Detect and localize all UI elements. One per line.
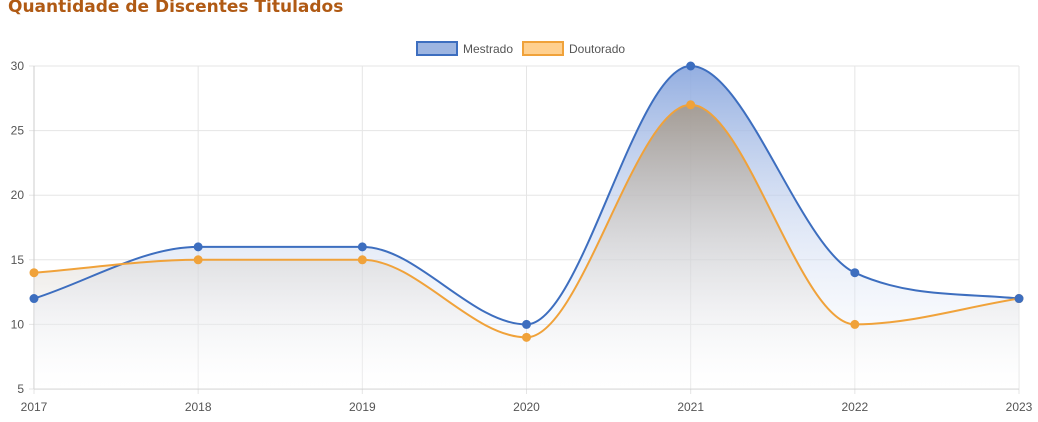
legend-swatch [522,41,564,56]
data-point-doutorado[interactable] [357,255,367,265]
data-point-mestrado[interactable] [1014,294,1024,304]
y-tick-label: 15 [11,253,25,267]
series-lines [33,64,1020,339]
y-tick-label: 10 [11,317,25,331]
x-tick-label: 2021 [677,400,704,414]
legend-label: Mestrado [463,42,513,56]
series-line-mestrado [33,64,1020,326]
series-line-doutorado [33,103,1020,339]
legend-item-mestrado[interactable]: Mestrado [416,41,513,56]
data-points [29,61,1024,342]
data-point-doutorado[interactable] [29,268,39,278]
y-tick-label: 30 [11,59,25,73]
page-title: Quantidade de Discentes Titulados [8,0,344,17]
data-point-mestrado[interactable] [850,268,860,278]
x-tick-label: 2023 [1006,400,1033,414]
series-areas [34,66,1019,389]
y-tick-label: 5 [17,382,24,396]
data-point-doutorado[interactable] [686,100,696,110]
data-point-mestrado[interactable] [522,319,531,329]
legend[interactable]: Mestrado Doutorado [416,41,625,56]
axis-labels: 5 10 15 20 25 30 2017 2018 2019 2020 2021 2022 2023 [11,59,1033,414]
x-tick-label: 2019 [349,400,376,414]
x-tick-label: 2020 [513,400,540,414]
legend-label: Doutorado [569,42,625,56]
x-tick-label: 2017 [21,400,48,414]
data-point-mestrado[interactable] [686,61,696,71]
data-point-doutorado[interactable] [522,332,531,342]
data-point-doutorado[interactable] [193,255,203,265]
y-tick-label: 25 [11,124,25,138]
legend-swatch [416,41,458,56]
data-point-mestrado[interactable] [29,294,39,304]
data-point-mestrado[interactable] [357,242,367,252]
data-point-mestrado[interactable] [193,242,203,252]
y-tick-label: 20 [11,188,25,202]
data-point-doutorado[interactable] [850,319,860,329]
x-tick-label: 2022 [841,400,868,414]
legend-item-doutorado[interactable]: Doutorado [522,41,625,56]
series-area-doutorado [34,104,1019,389]
x-tick-label: 2018 [185,400,212,414]
